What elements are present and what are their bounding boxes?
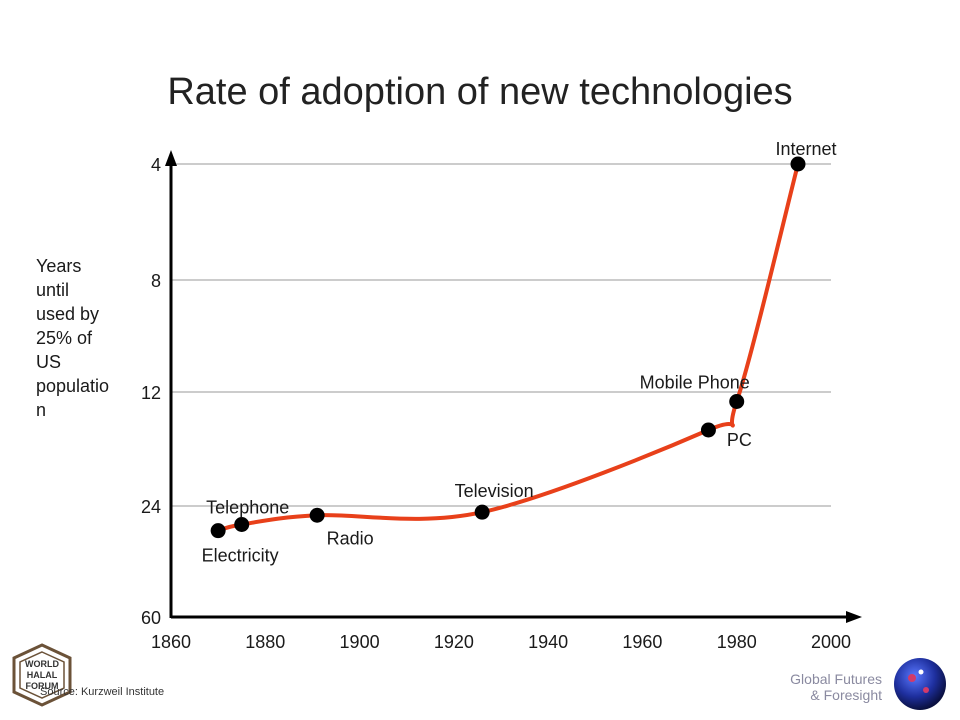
point-label: Television (455, 481, 534, 501)
adoption-curve (217, 163, 800, 533)
x-tick-labels: 1860 1880 1900 1920 1940 1960 1980 2000 (151, 632, 851, 652)
y-tick-label: 60 (141, 608, 161, 628)
point-label: Internet (775, 139, 836, 159)
point-label: Radio (327, 528, 374, 548)
x-tick-label: 2000 (811, 632, 851, 652)
data-points: Electricity Telephone Radio Television PC Mob… (202, 139, 837, 566)
globe-node-icon (923, 687, 929, 693)
x-tick-label: 1980 (717, 632, 757, 652)
x-axis-arrow (846, 611, 862, 623)
logo: WORLD HALAL FORUM (12, 643, 72, 707)
data-point (309, 507, 325, 523)
globe-node-icon (908, 674, 916, 682)
brand-line-1: Global Futures (790, 671, 882, 687)
data-point (729, 394, 745, 409)
logo-inner-shape (19, 651, 65, 699)
point-label: Telephone (206, 498, 289, 518)
data-point (234, 517, 250, 532)
y-tick-label: 8 (151, 271, 161, 291)
x-tick-label: 1960 (622, 632, 662, 652)
y-axis-label-line: populatio (36, 376, 109, 396)
y-tick-labels: 4 8 12 24 60 (141, 155, 161, 628)
point-label: PC (727, 430, 752, 450)
y-axis-label-line: 25% of (36, 328, 93, 348)
y-axis-label-line: until (36, 280, 69, 300)
data-point (210, 523, 226, 539)
y-axis-label-line: used by (36, 304, 99, 324)
data-point (790, 156, 806, 172)
y-tick-label: 4 (151, 155, 161, 175)
data-point (474, 504, 490, 520)
logo-shape (12, 643, 72, 707)
x-tick-label: 1900 (340, 632, 380, 652)
data-point (700, 422, 716, 438)
x-tick-label: 1920 (434, 632, 474, 652)
x-tick-label: 1860 (151, 632, 191, 652)
x-tick-label: 1880 (245, 632, 285, 652)
logo-text: FORUM (26, 681, 59, 691)
y-tick-label: 24 (141, 497, 161, 517)
globe-node-icon (918, 669, 924, 675)
logo-text: WORLD (25, 659, 59, 669)
chart-title: Rate of adoption of new technologies (167, 71, 792, 113)
y-axis-arrow (165, 150, 177, 166)
y-axis-label-line: US (36, 352, 61, 372)
globe-icon (894, 658, 946, 710)
gridlines (171, 163, 831, 507)
y-tick-label: 12 (141, 383, 161, 403)
point-label: Electricity (202, 546, 279, 566)
y-axis-label: Years until used by 25% of US populatio … (36, 256, 114, 420)
y-axis-label-line: n (36, 400, 46, 420)
logo-text: HALAL (27, 670, 58, 680)
y-axis-label-line: Years (36, 256, 81, 276)
point-label: Mobile Phone (640, 373, 750, 393)
source-note: Source: Kurzweil Institute (40, 686, 164, 698)
x-tick-label: 1940 (528, 632, 568, 652)
brand-line-2: & Foresight (810, 687, 882, 703)
